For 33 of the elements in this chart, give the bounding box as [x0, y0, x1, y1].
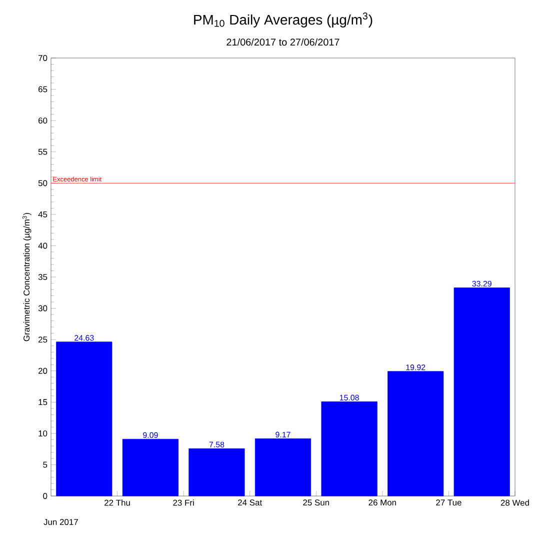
y-tick-label: 15	[38, 399, 48, 406]
bar	[188, 448, 245, 496]
x-tick-label: 28 Wed	[500, 500, 529, 506]
y-tick-label: 40	[38, 242, 48, 249]
bar	[321, 401, 378, 496]
y-tick-label: 55	[38, 148, 48, 155]
bar	[122, 438, 178, 496]
y-tick-label: 60	[38, 118, 48, 124]
y-tick-label: 0	[43, 493, 48, 499]
y-tick-label: 25	[38, 336, 48, 343]
y-tick-label: 20	[38, 368, 48, 374]
bar	[56, 342, 112, 496]
y-axis-title: Gravimetric Concentration (µg/m$^{3}$)	[22, 212, 32, 342]
bar	[388, 371, 444, 496]
x-tick-label: 26 Mon	[368, 500, 396, 506]
y-tick-label: 50	[38, 180, 48, 186]
x-tick-label: 27 Tue	[436, 500, 462, 506]
y-tick-label: 10	[38, 430, 48, 436]
chart-subtitle: 21/06/2017 to 27/06/2017	[226, 38, 340, 46]
x-tick-label: 25 Sun	[303, 500, 329, 506]
x-tick-label: 22 Thu	[104, 500, 130, 506]
y-tick-label: 45	[38, 211, 48, 218]
bar	[454, 288, 510, 496]
bar	[254, 438, 312, 496]
y-tick-label: 70	[38, 55, 48, 61]
y-tick-label: 5	[43, 462, 48, 468]
text: Jun 2017	[44, 519, 78, 525]
y-tick-label: 35	[38, 274, 48, 280]
y-tick-label: 30	[38, 305, 48, 312]
x-tick-label: 23 Fri	[173, 500, 194, 506]
chart-title: PM$_{10}$ Daily Averages (µg/m$^{3}$)	[194, 12, 372, 28]
y-tick-label: 65	[38, 86, 48, 92]
x-tick-label: 24 Sat	[238, 500, 262, 506]
